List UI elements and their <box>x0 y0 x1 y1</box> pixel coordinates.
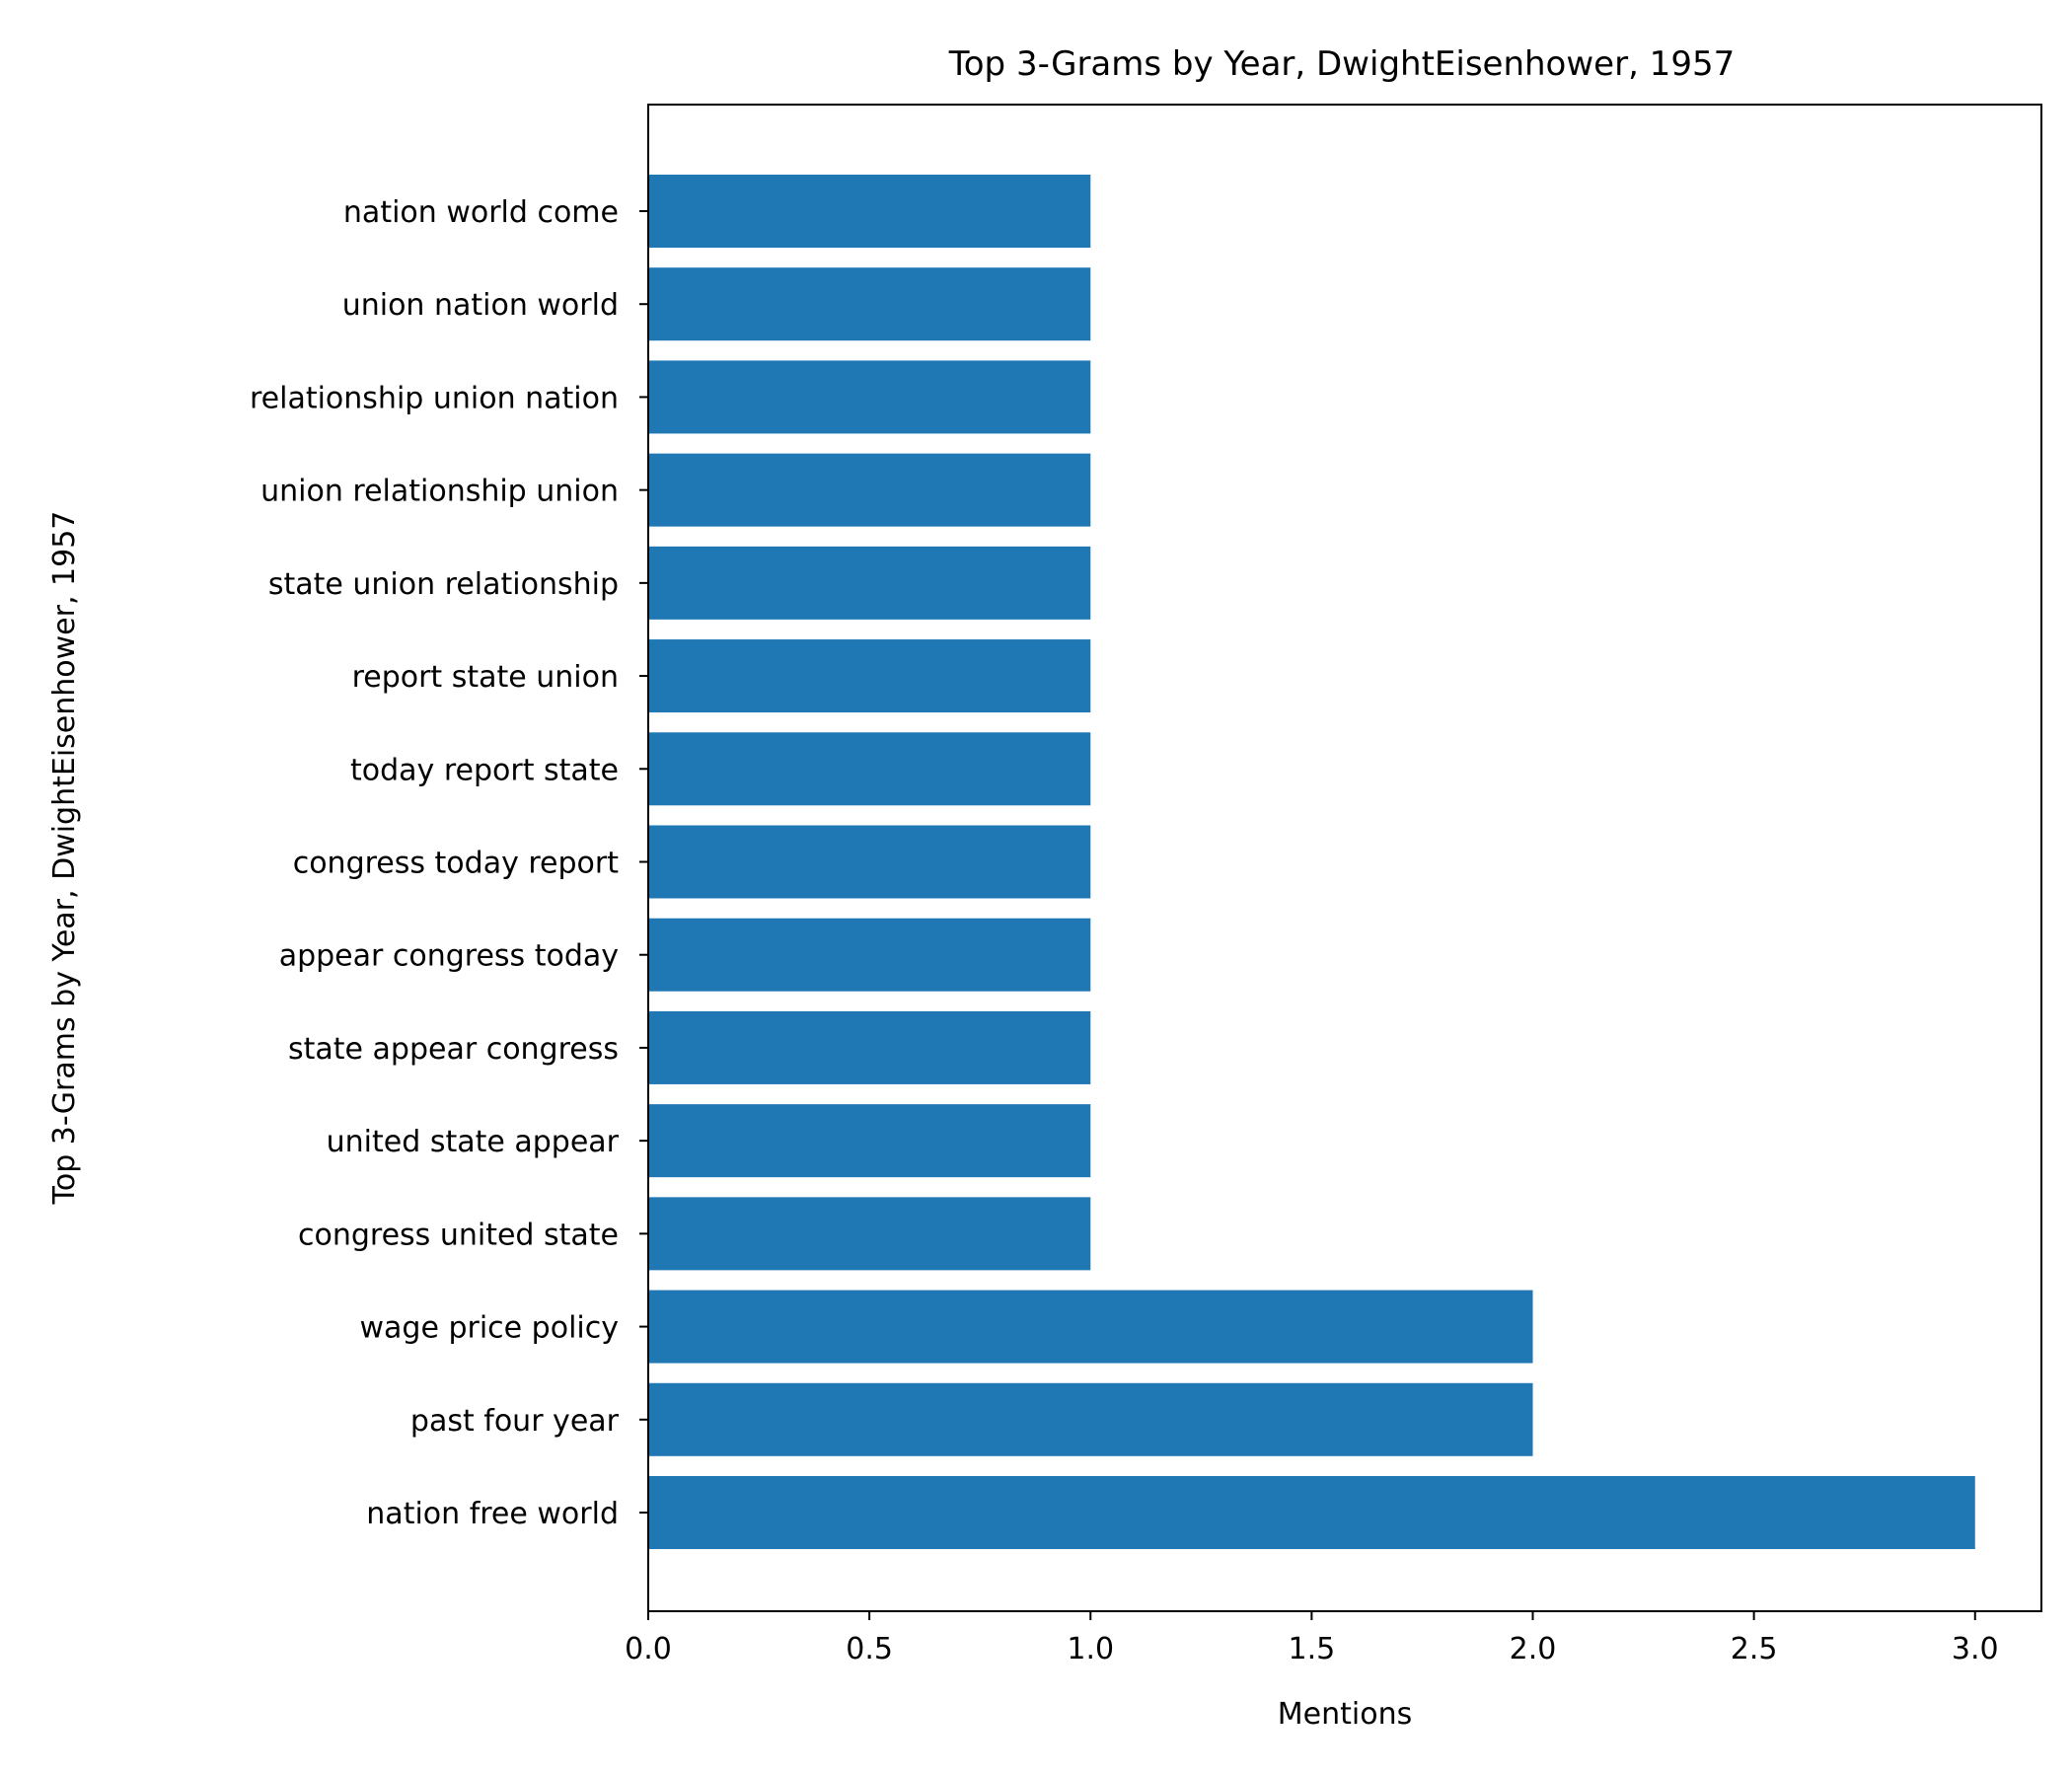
bar <box>648 1382 1533 1456</box>
y-tick-label: wage price policy <box>360 1311 619 1346</box>
x-tick-label: 0.5 <box>846 1632 893 1666</box>
y-tick-label: relationship union nation <box>250 381 619 415</box>
bar <box>648 360 1091 434</box>
x-tick-label: 2.0 <box>1510 1632 1557 1666</box>
y-tick-label: united state appear <box>327 1125 620 1159</box>
y-tick-label: state union relationship <box>268 567 619 602</box>
bar <box>648 1290 1533 1364</box>
y-tick-label: congress united state <box>298 1218 619 1252</box>
y-axis-label: Top 3-Grams by Year, DwightEisenhower, 1… <box>47 511 82 1206</box>
bar <box>648 639 1091 713</box>
y-axis-ticks: nation free world past four year wage pric… <box>250 195 648 1531</box>
bar <box>648 175 1091 248</box>
y-tick-label: appear congress today <box>279 939 619 974</box>
y-tick-label: past four year <box>410 1404 620 1439</box>
x-tick-label: 1.0 <box>1067 1632 1114 1666</box>
x-tick-label: 2.5 <box>1731 1632 1778 1666</box>
y-tick-label: report state union <box>352 660 619 695</box>
y-tick-label: union relationship union <box>260 475 619 509</box>
y-tick-label: union nation world <box>342 288 619 323</box>
bar <box>648 825 1091 899</box>
x-tick-label: 0.0 <box>625 1632 672 1666</box>
x-tick-label: 3.0 <box>1952 1632 1999 1666</box>
bars-group <box>648 175 1975 1549</box>
plot-frame <box>647 104 2042 1612</box>
bar <box>648 1010 1091 1084</box>
y-tick-label: today report state <box>350 753 619 787</box>
bar <box>648 1104 1091 1178</box>
bar <box>648 453 1091 527</box>
bar <box>648 732 1091 806</box>
chart-title: Top 3-Grams by Year, DwightEisenhower, 1… <box>948 44 1735 84</box>
x-axis-label: Mentions <box>1278 1697 1412 1732</box>
bar <box>648 546 1091 620</box>
x-tick-label: 1.5 <box>1289 1632 1336 1666</box>
x-axis-ticks: 0.0 0.5 1.0 1.5 2.0 2.5 3.0 <box>625 1611 1999 1666</box>
y-tick-label: nation free world <box>366 1497 619 1531</box>
bar <box>648 1197 1091 1271</box>
y-tick-label: nation world come <box>343 195 619 230</box>
bar <box>648 918 1091 992</box>
bar <box>648 267 1091 341</box>
y-tick-label: state appear congress <box>288 1032 619 1067</box>
y-tick-label: congress today report <box>293 847 620 881</box>
bar <box>648 1476 1975 1549</box>
